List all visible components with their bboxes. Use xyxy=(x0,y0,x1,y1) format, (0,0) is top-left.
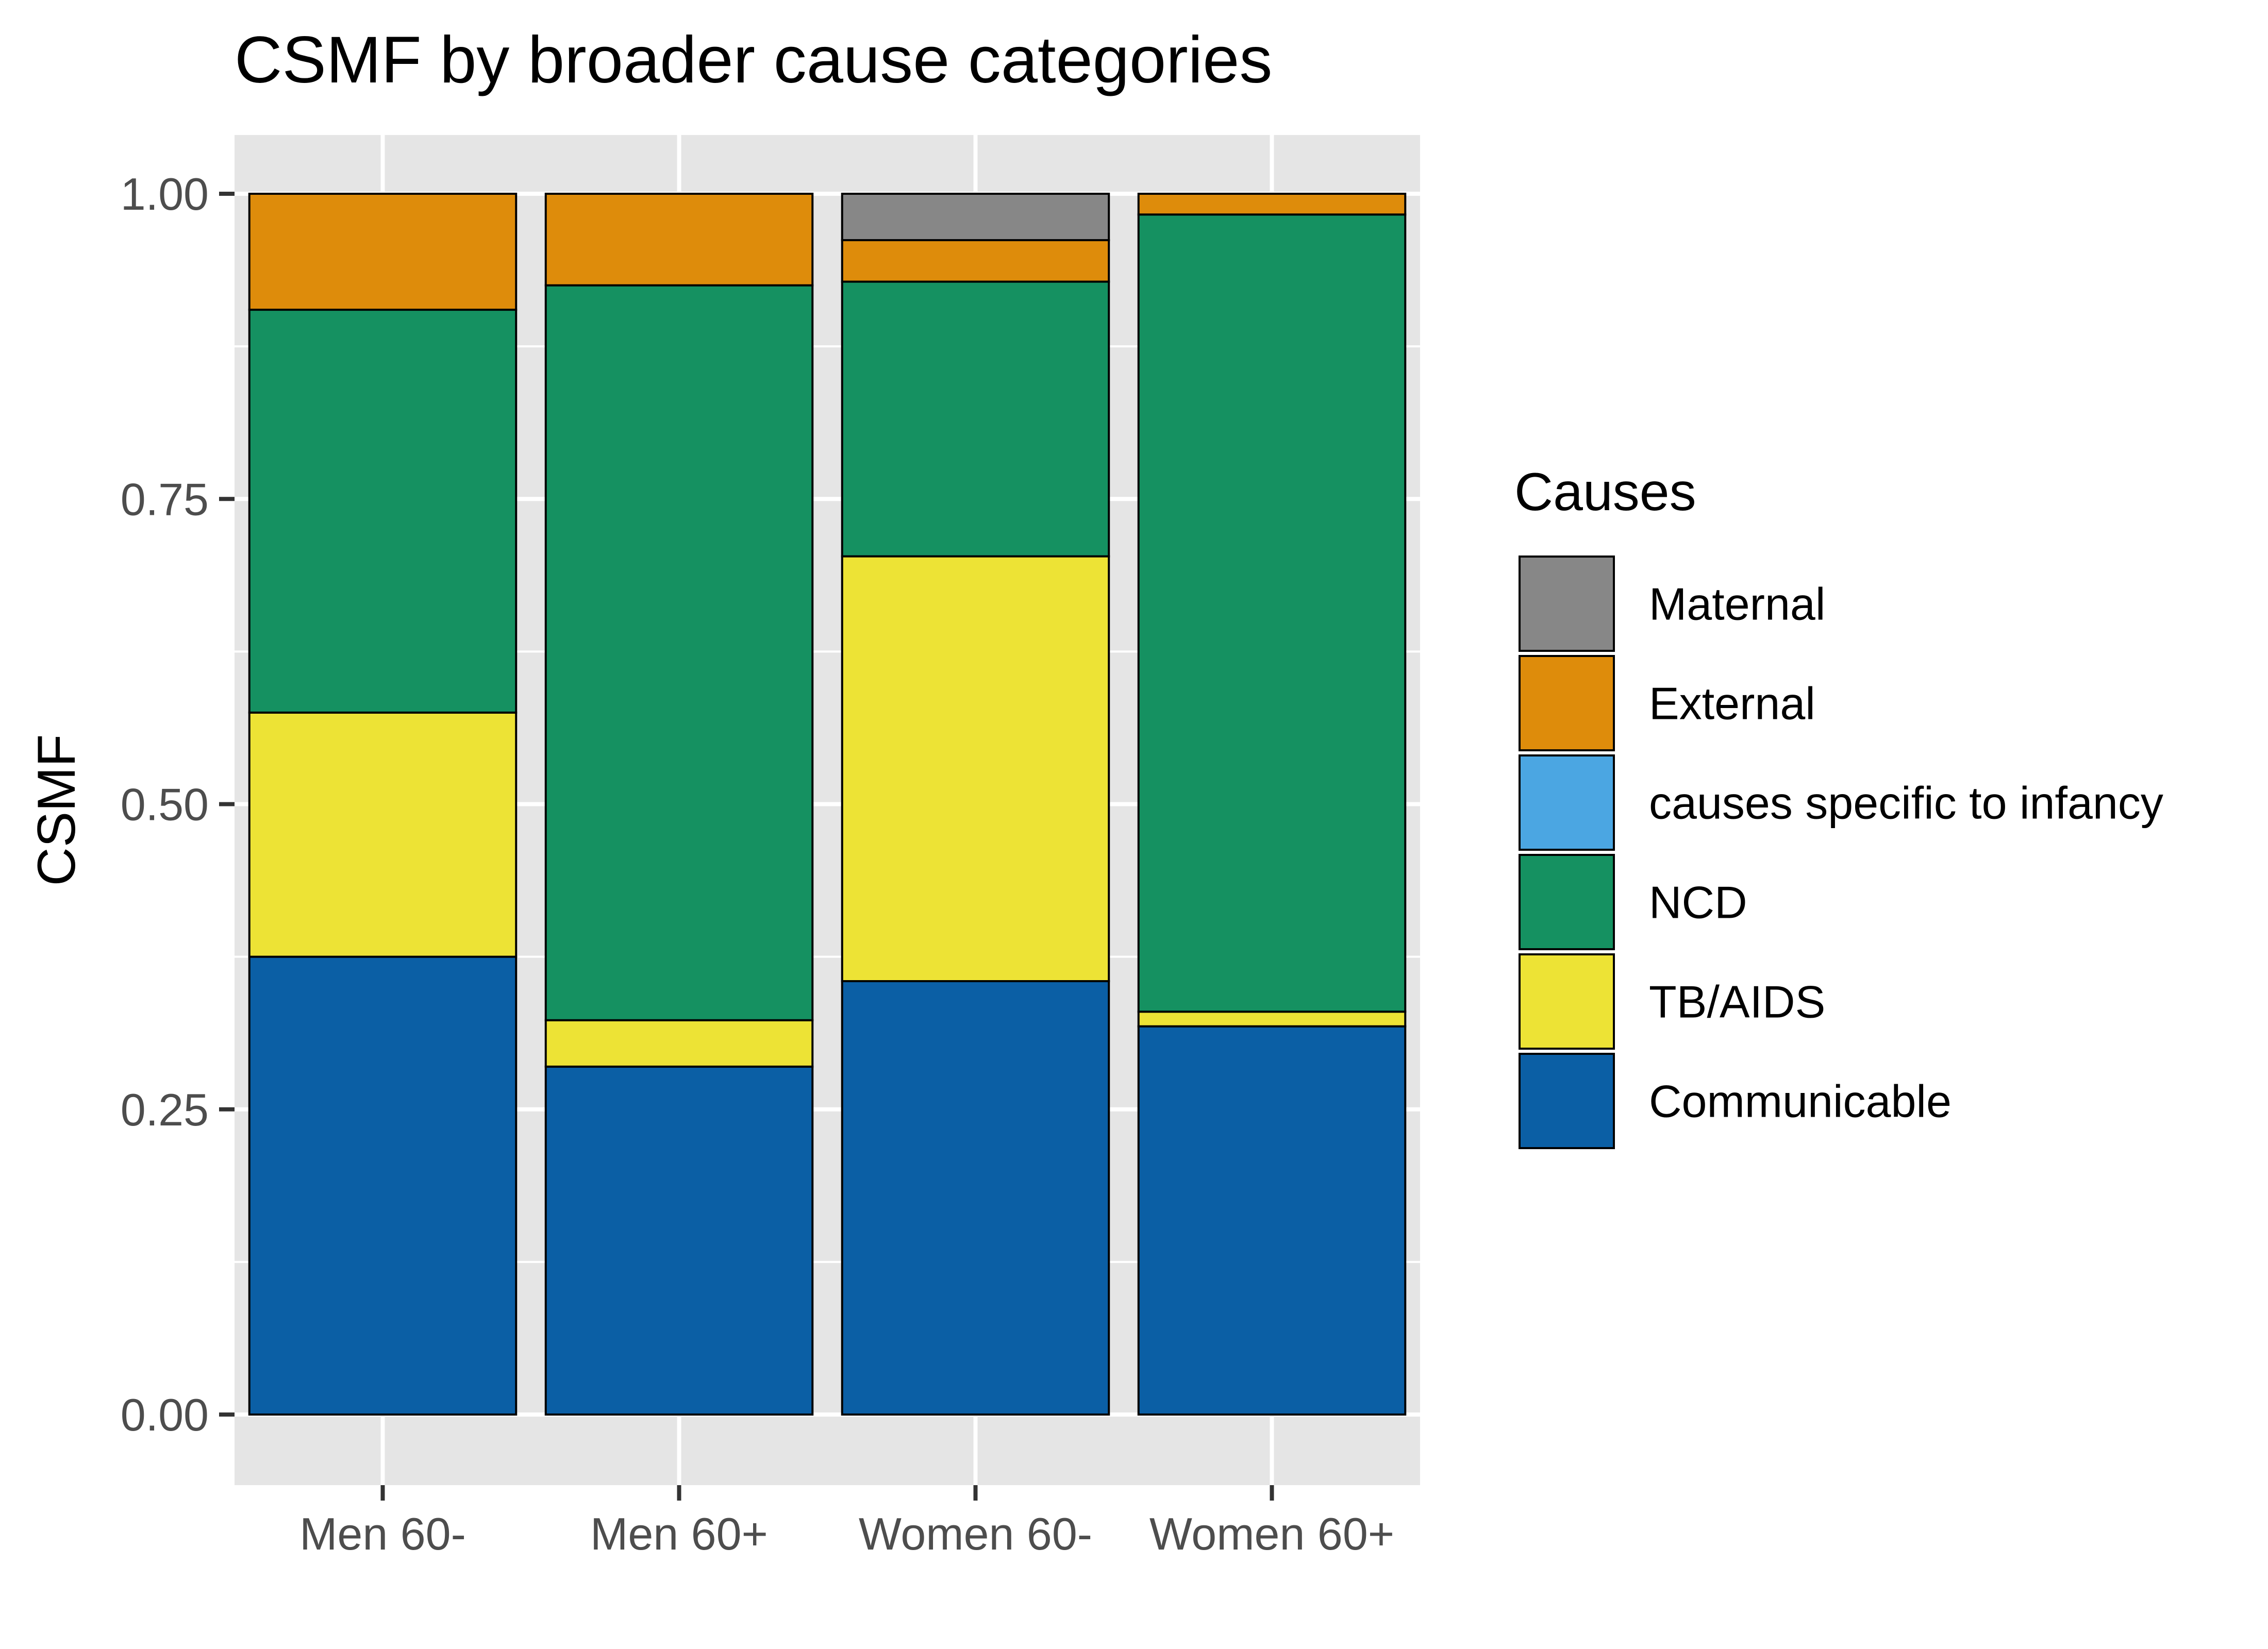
y-tick-label: 0.25 xyxy=(121,1084,209,1135)
bar-segment xyxy=(544,193,814,287)
legend-key xyxy=(1519,754,1615,851)
legend-key xyxy=(1519,953,1615,1050)
bar-segment xyxy=(544,1019,814,1068)
y-tick-label: 0.00 xyxy=(121,1389,209,1440)
bar-segment xyxy=(248,309,518,714)
bar-segment xyxy=(841,239,1110,283)
bar-segment xyxy=(1137,1011,1407,1028)
x-tick-label: Women 60- xyxy=(859,1508,1092,1559)
bar-segment xyxy=(248,193,518,311)
legend-key xyxy=(1519,556,1615,652)
legend-key xyxy=(1519,655,1615,751)
x-tick-label: Men 60+ xyxy=(590,1508,768,1559)
bar-segment xyxy=(841,555,1110,983)
legend-label: causes specific to infancy xyxy=(1649,778,2163,829)
x-tick-label: Women 60+ xyxy=(1149,1508,1394,1559)
y-axis-label: CSMF xyxy=(27,734,87,886)
bar-segment xyxy=(544,284,814,1021)
y-tick-label: 1.00 xyxy=(121,169,209,220)
bar-segment xyxy=(841,193,1110,242)
legend: Causes Maternal External causes specific t… xyxy=(1514,462,2163,1149)
bar-segment xyxy=(841,980,1110,1416)
bar-segment xyxy=(248,711,518,958)
x-axis: Men 60- Men 60+ Women 60- Women 60+ xyxy=(299,1485,1394,1559)
legend-label: TB/AIDS xyxy=(1649,977,1825,1028)
y-axis: 0.00 0.25 0.50 0.75 1.00 xyxy=(121,169,235,1440)
legend-label: Communicable xyxy=(1649,1076,1952,1127)
legend-label: NCD xyxy=(1649,877,1747,928)
legend-title: Causes xyxy=(1514,462,1696,522)
legend-key xyxy=(1519,854,1615,950)
bar-segment xyxy=(248,955,518,1416)
legend-key xyxy=(1519,1053,1615,1149)
bar-segment xyxy=(1137,193,1407,216)
chart-title: CSMF by broader cause categories xyxy=(235,23,1272,97)
legend-label: Maternal xyxy=(1649,579,1825,630)
bar-segment xyxy=(544,1065,814,1416)
x-tick-label: Men 60- xyxy=(299,1508,466,1559)
bar-segment xyxy=(841,280,1110,558)
bar-segment xyxy=(1137,213,1407,1013)
y-tick-label: 0.50 xyxy=(121,779,209,830)
bar-segment xyxy=(1137,1025,1407,1416)
legend-label: External xyxy=(1649,678,1815,729)
y-tick-label: 0.75 xyxy=(121,474,209,525)
bars xyxy=(248,193,1407,1416)
